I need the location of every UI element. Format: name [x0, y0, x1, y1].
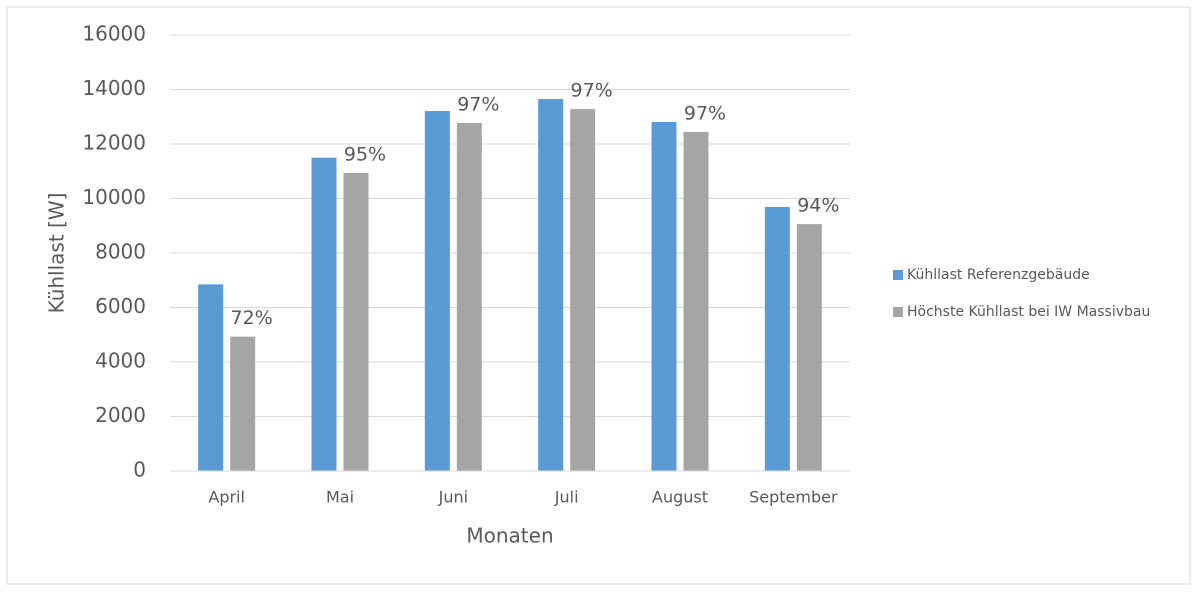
x-tick-label: August: [652, 488, 708, 507]
bar: [424, 111, 450, 471]
bar: [651, 121, 677, 472]
bar-annotation: 95%: [344, 143, 386, 165]
x-tick-label: Juli: [554, 488, 579, 507]
x-tick-label: September: [749, 488, 838, 507]
y-axis-title: Kühllast [W]: [45, 193, 69, 314]
bar: [311, 157, 337, 471]
legend-swatch: [893, 307, 903, 317]
y-tick-label: 8000: [95, 240, 146, 264]
bar: [683, 132, 709, 471]
bar-annotation: 97%: [571, 80, 613, 102]
legend-label: Kühllast Referenzgebäude: [907, 267, 1090, 283]
bar: [764, 206, 790, 471]
bar-annotation: 72%: [231, 307, 273, 329]
x-tick-label: April: [208, 488, 245, 507]
bar-annotation: 94%: [797, 195, 839, 217]
bar: [343, 172, 369, 471]
legend-swatch: [893, 270, 903, 280]
x-axis-title: Monaten: [466, 524, 553, 548]
bar: [538, 99, 564, 471]
bar-annotation: 97%: [457, 94, 499, 116]
legend-label: Höchste Kühllast bei IW Massivbau: [907, 304, 1150, 320]
y-tick-label: 6000: [95, 294, 146, 318]
y-tick-label: 0: [133, 458, 146, 482]
y-tick-label: 4000: [95, 349, 146, 373]
bar: [198, 284, 224, 471]
bar: [230, 336, 256, 471]
bar-annotation: 97%: [684, 103, 726, 125]
x-tick-label: Juni: [438, 488, 468, 507]
y-tick-label: 12000: [82, 131, 146, 155]
y-tick-label: 14000: [82, 76, 146, 100]
bar: [456, 123, 482, 471]
bar: [796, 224, 822, 471]
bar: [570, 109, 596, 472]
y-tick-label: 2000: [95, 403, 146, 427]
y-tick-label: 10000: [82, 185, 146, 209]
y-tick-label: 16000: [82, 22, 146, 46]
x-tick-label: Mai: [326, 488, 354, 507]
